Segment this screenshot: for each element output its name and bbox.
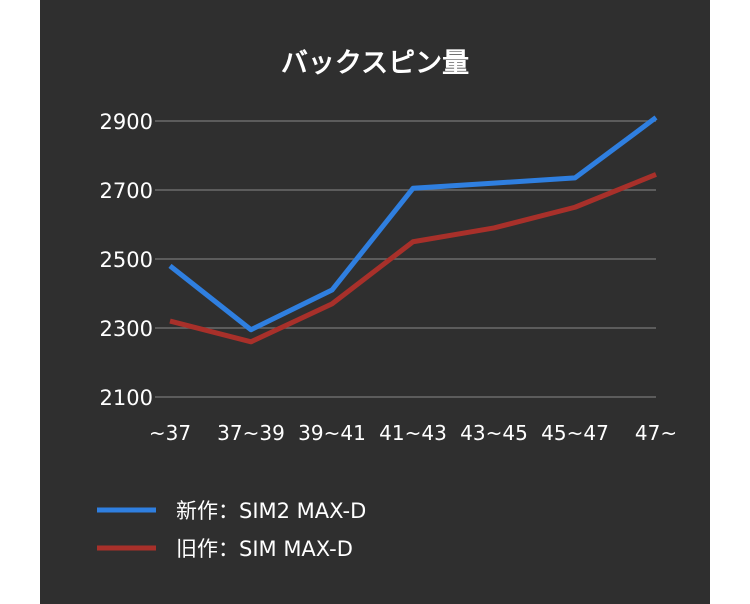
legend-label: 新作：SIM2 MAX-D <box>176 499 366 523</box>
x-tick-label: 43~45 <box>460 421 528 445</box>
y-tick-label: 2900 <box>100 110 153 134</box>
series-lines <box>168 115 658 345</box>
series-line-0 <box>168 115 658 333</box>
grid-lines <box>155 120 656 398</box>
x-tick-label: 47~ <box>635 421 677 445</box>
y-tick-label: 2500 <box>100 248 153 272</box>
x-tick-label: 41~43 <box>379 421 447 445</box>
legend: 新作：SIM2 MAX-D 旧作：SIM MAX-D <box>97 499 366 561</box>
y-tick-label: 2300 <box>100 317 153 341</box>
line-chart: バックスピン量 2100 2300 2500 2700 2900 ~37 37~39 39~… <box>97 48 677 561</box>
x-tick-label: 39~41 <box>298 421 366 445</box>
legend-label: 旧作：SIM MAX-D <box>176 537 353 561</box>
y-axis-ticks: 2100 2300 2500 2700 2900 <box>100 110 153 410</box>
chart-panel: バックスピン量 2100 2300 2500 2700 2900 ~37 37~39 39~… <box>40 0 710 604</box>
x-axis-ticks: ~37 37~39 39~41 41~43 43~45 45~47 47~ <box>149 421 677 445</box>
x-tick-label: 45~47 <box>541 421 609 445</box>
x-tick-label: 37~39 <box>217 421 285 445</box>
y-tick-label: 2700 <box>100 179 153 203</box>
chart-title: バックスピン量 <box>281 48 469 79</box>
y-tick-label: 2100 <box>100 386 153 410</box>
x-tick-label: ~37 <box>149 421 191 445</box>
series-line-1 <box>169 172 657 345</box>
